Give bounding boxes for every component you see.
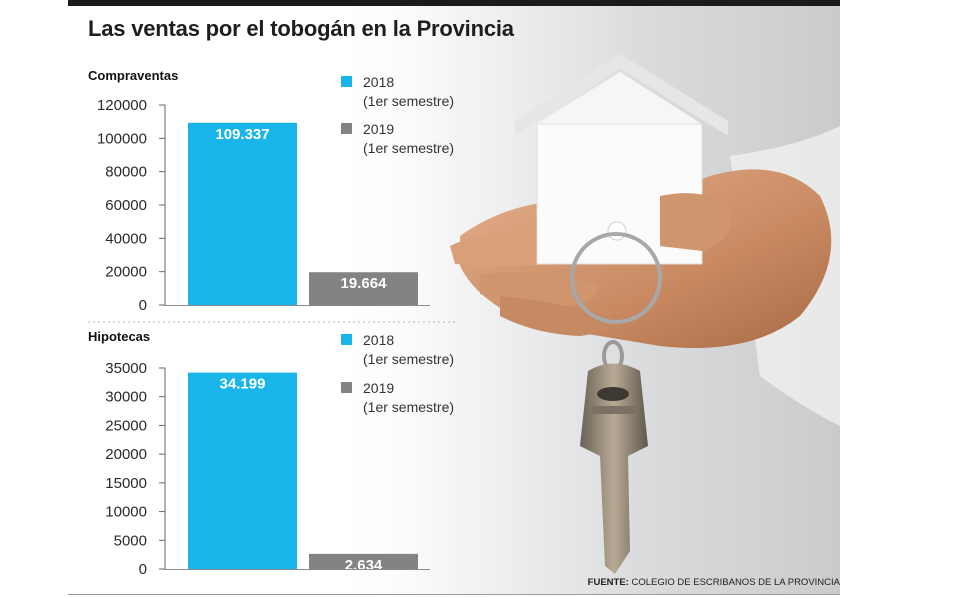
- y-tick-label: 0: [139, 561, 147, 578]
- bar-compraventas-2019: [309, 272, 418, 305]
- y-tick-label: 0: [139, 297, 147, 314]
- y-tick-label: 5000: [114, 532, 147, 549]
- house-keychain-photo: [330, 6, 840, 594]
- bar-data-label: 109.337: [215, 126, 269, 143]
- source-text: COLEGIO DE ESCRIBANOS DE LA PROVINCIA: [631, 577, 840, 588]
- legend-sublabel: (1er semestre): [363, 93, 455, 109]
- y-tick-label: 120000: [97, 97, 147, 114]
- bar-hipotecas-2019: [309, 553, 418, 569]
- source-note: FUENTE: COLEGIO DE ESCRIBANOS DE LA PROV…: [588, 577, 840, 588]
- y-tick-label: 100000: [97, 130, 147, 147]
- legend-sublabel: (1er semestre): [363, 399, 455, 415]
- bar-data-label: 2.634: [345, 557, 383, 574]
- chart-title: Las ventas por el tobogán en la Provinci…: [88, 16, 514, 41]
- section-title-compraventas: Compraventas: [88, 68, 178, 83]
- bar-hipotecas-2018: [188, 372, 297, 569]
- y-tick-label: 35000: [105, 360, 147, 377]
- y-tick-label: 20000: [105, 264, 147, 281]
- legend-label: 2018: [363, 74, 395, 90]
- y-tick-label: 60000: [105, 197, 147, 214]
- legend-label: 2019: [363, 121, 395, 137]
- legend-label: 2019: [363, 380, 395, 396]
- y-tick-label: 10000: [105, 504, 147, 521]
- legend-sublabel: (1er semestre): [363, 140, 455, 156]
- bar-data-label: 19.664: [341, 275, 388, 292]
- legend-swatch-2018: [341, 334, 352, 345]
- legend-label: 2018: [363, 332, 395, 348]
- y-tick-label: 80000: [105, 164, 147, 181]
- bar-data-label: 34.199: [220, 376, 266, 393]
- source-label: FUENTE:: [587, 577, 629, 588]
- section-title-hipotecas: Hipotecas: [88, 329, 150, 344]
- legend-swatch-2019: [341, 123, 352, 134]
- legend-swatch-2018: [341, 76, 352, 87]
- y-tick-label: 20000: [105, 446, 147, 463]
- top-rule: [68, 0, 840, 6]
- y-tick-label: 30000: [105, 389, 147, 406]
- y-tick-label: 15000: [105, 475, 147, 492]
- y-tick-label: 25000: [105, 417, 147, 434]
- legend-sublabel: (1er semestre): [363, 351, 455, 367]
- legend-swatch-2019: [341, 382, 352, 393]
- bottom-rule: [68, 594, 840, 595]
- y-tick-label: 40000: [105, 230, 147, 247]
- bar-compraventas-2018: [188, 122, 297, 305]
